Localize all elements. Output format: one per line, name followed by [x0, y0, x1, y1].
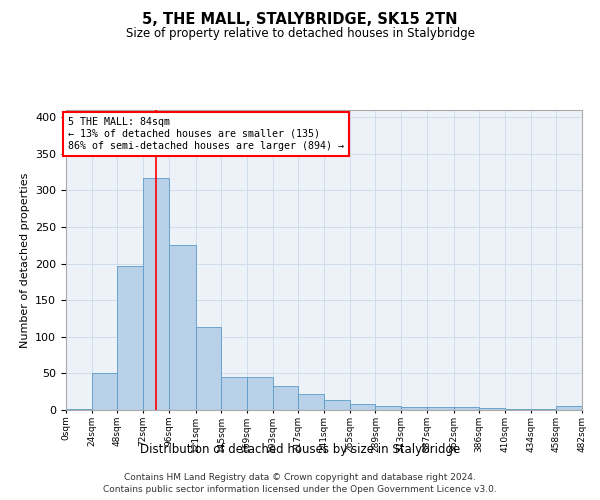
Bar	[350, 404, 376, 410]
Bar	[298, 394, 324, 410]
Text: Size of property relative to detached houses in Stalybridge: Size of property relative to detached ho…	[125, 28, 475, 40]
Bar	[454, 407, 479, 410]
Bar	[272, 386, 298, 410]
Bar	[401, 407, 427, 410]
Bar	[92, 374, 118, 410]
Text: Contains public sector information licensed under the Open Government Licence v3: Contains public sector information licen…	[103, 485, 497, 494]
Bar	[556, 406, 582, 410]
Bar	[118, 266, 143, 410]
Bar	[66, 408, 92, 410]
Text: 5 THE MALL: 84sqm
← 13% of detached houses are smaller (135)
86% of semi-detache: 5 THE MALL: 84sqm ← 13% of detached hous…	[68, 118, 344, 150]
Bar	[324, 400, 350, 410]
Text: Contains HM Land Registry data © Crown copyright and database right 2024.: Contains HM Land Registry data © Crown c…	[124, 472, 476, 482]
Bar	[376, 406, 401, 410]
Bar	[169, 244, 196, 410]
Bar	[427, 407, 454, 410]
Bar	[479, 408, 505, 410]
Bar	[196, 326, 221, 410]
Text: Distribution of detached houses by size in Stalybridge: Distribution of detached houses by size …	[140, 442, 460, 456]
Bar	[247, 377, 272, 410]
Bar	[221, 377, 247, 410]
Text: 5, THE MALL, STALYBRIDGE, SK15 2TN: 5, THE MALL, STALYBRIDGE, SK15 2TN	[142, 12, 458, 28]
Bar	[143, 178, 169, 410]
Y-axis label: Number of detached properties: Number of detached properties	[20, 172, 29, 348]
